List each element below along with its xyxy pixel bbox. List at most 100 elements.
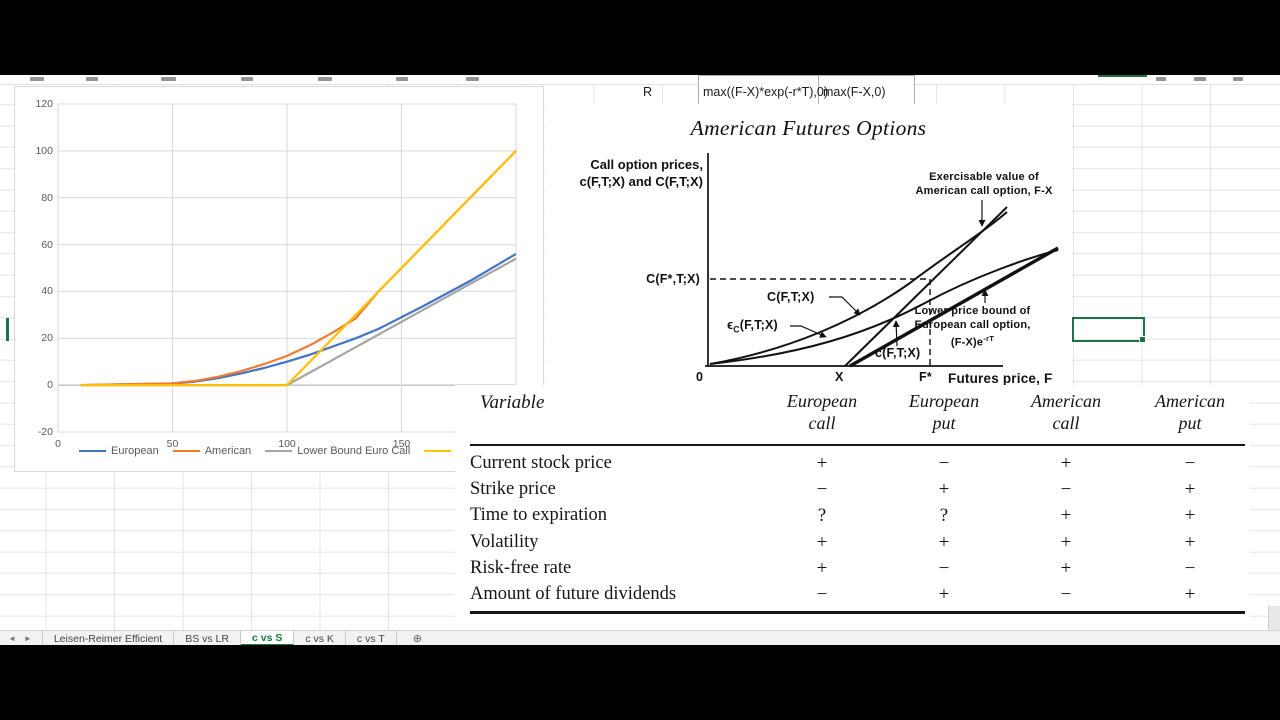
table-bottom-rule [470,611,1245,614]
new-sheet-icon[interactable]: ⊕ [412,633,422,645]
table-row-label: Amount of future dividends [470,584,677,604]
table-cell-sign: + [1184,531,1196,553]
table-row: Current stock price + − + − [455,453,1250,479]
epsilon-curve-label: ϵC(F,T;X) [727,318,778,335]
table-cell-sign: + [938,584,950,605]
table-column-header: European put [908,391,980,433]
series-European[interactable] [80,252,517,387]
figure-title: American Futures Options [690,116,927,140]
y-axis-tick: 80 [41,191,53,204]
figure-y-axis-label: Call option prices, c(F,T;X) and C(F,T;X… [579,157,704,189]
cell-american-futures-formula[interactable]: max(F-X,0) [823,85,886,99]
table-cell-sign: + [1060,505,1072,527]
table-cell-sign: − [816,479,828,501]
selection-left-border [6,318,9,341]
y-axis-tick: -20 [37,426,53,438]
table-cell-sign: + [938,531,950,553]
option-sensitivity-table: Variable European call European put American… [455,385,1250,630]
letterbox-top [0,0,1280,75]
tab-nav-right-icon[interactable]: ► [23,634,32,643]
cell-european-futures-formula[interactable]: max((F-X)*exp(-r*T),0) [703,85,828,99]
series-payoff[interactable] [80,150,517,387]
table-cell-sign: + [1184,505,1196,527]
chart-legend: European American Lower Bound Euro Call [15,445,543,457]
fstar-tick: F* [919,370,932,384]
lower-bound-line [849,246,1059,368]
cell-r-label[interactable]: R [642,85,652,99]
table-cell-sign: + [816,557,828,579]
table-row-label: Volatility [470,531,539,552]
table-cell-sign: + [816,453,828,474]
sheet-tab-c-vs-k[interactable]: c vs K [294,631,346,646]
y-axis-tick: 20 [41,332,53,345]
tab-nav-left-icon[interactable]: ◄ [8,634,16,643]
legend-item[interactable]: American [172,445,252,457]
lower-bound-note: Lower price bound of European call optio… [914,305,1031,349]
legend-line-swatch [79,449,106,453]
chart-plot-area [57,103,517,433]
x-axis-tick: 50 [166,438,179,450]
y-axis-tick: 120 [35,98,53,110]
y-axis-tick: 0 [47,379,53,392]
table-variable-header: Variable [480,392,545,413]
legend-label: American [204,445,252,457]
american-label-leader [829,296,861,316]
table-row: Strike price − + − + [455,479,1250,505]
table-cell-sign: − [938,453,950,474]
letterbox-bottom [0,645,1280,720]
figure-diagram [705,153,1059,368]
table-cell-sign: + [1060,453,1072,474]
table-cell-sign: − [1184,453,1196,474]
table-cell-sign: + [938,479,950,501]
table-column-header: European call [786,391,858,433]
table-row-label: Risk-free rate [470,557,572,578]
sheet-tab-c-vs-s[interactable]: c vs S [240,631,295,646]
european-call-curve [709,249,1059,365]
table-cell-sign: ? [939,505,949,527]
table-row-label: Strike price [470,479,556,500]
legend-item[interactable]: Lower Bound Euro Call [265,445,410,457]
sheet-tab-leisen-reimer-efficient[interactable]: Leisen-Reimer Efficient [41,631,175,646]
table-row-label: Time to expiration [470,505,608,526]
y-axis-tick: 60 [41,238,53,251]
table-row: Amount of future dividends − + − + [455,584,1250,610]
european-curve-label: c(F,T;X) [875,346,921,360]
y-axis-tick: 100 [35,144,53,157]
legend-label: European [111,445,159,457]
x-axis-tick: 150 [392,438,411,450]
sheet-tab-bs-vs-lr[interactable]: BS vs LR [174,631,241,646]
table-cell-sign: − [816,584,828,605]
epsilon-label-leader [790,325,827,338]
y-axis-tick: 40 [41,285,53,298]
sheet-tab-bar: ◄ ► Leisen-Reimer Efficient BS vs LR c vs … [0,630,1280,646]
table-cell-sign: + [1060,557,1072,579]
table-cell-sign: − [1060,584,1072,605]
sheet-tab-c-vs-t[interactable]: c vs T [346,631,397,646]
table-cell-sign: + [1060,531,1072,553]
series-American[interactable] [80,150,517,387]
series-Lower Bound Euro Call[interactable] [80,257,517,387]
table-column-header: American put [1155,391,1225,433]
origin-tick: 0 [696,370,704,384]
table-cell-sign: + [1184,584,1196,605]
american-curve-label: C(F,T;X) [767,290,815,304]
x-axis-tick: 0 [55,438,61,450]
clipped-top-row [0,75,1280,85]
x-axis-tick: 100 [278,438,296,450]
legend-item[interactable]: European [79,445,159,457]
legend-line-swatch [172,449,200,453]
selected-cell[interactable] [1072,317,1146,343]
legend-item[interactable] [424,449,452,453]
table-cell-sign: + [1184,479,1196,501]
table-column-header: American call [1031,391,1101,433]
legend-label: Lower Bound Euro Call [297,445,411,457]
table-cell-sign: ? [817,505,827,527]
table-cell-sign: − [1184,557,1196,579]
fill-handle[interactable] [1139,336,1146,343]
figure-x-axis-label: Futures price, F [948,371,1053,386]
legend-line-swatch [424,449,452,453]
cfstar-label: C(F*,T;X) [646,272,700,286]
table-row-label: Current stock price [470,453,612,473]
american-call-curve [709,211,1008,365]
